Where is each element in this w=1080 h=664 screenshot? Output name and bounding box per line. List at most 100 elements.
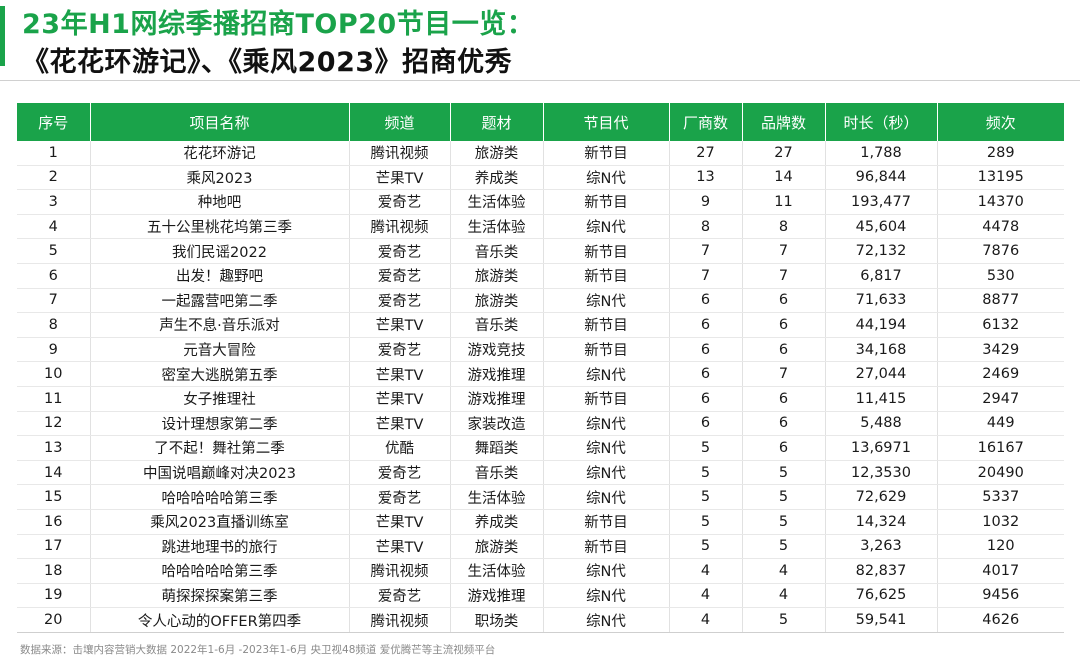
header-brand-count: 品牌数 (741, 103, 825, 141)
cell-channel: 芒果TV (348, 165, 450, 191)
cell-genre: 音乐类 (449, 312, 543, 338)
cell-brand-count: 6 (741, 288, 825, 314)
cell-duration: 44,194 (824, 312, 937, 338)
cell-genre: 舞蹈类 (449, 435, 543, 461)
cell-frequency: 530 (936, 263, 1064, 289)
cell-genre: 音乐类 (449, 460, 543, 486)
cell-genre: 生活体验 (449, 214, 543, 240)
table-row: 6 出发！趣野吧 爱奇艺 旅游类 新节目 7 7 6,817 530 (17, 263, 1064, 289)
cell-duration: 11,415 (824, 386, 937, 412)
cell-genre: 生活体验 (449, 189, 543, 215)
cell-brand-count: 5 (741, 534, 825, 560)
cell-advertiser-count: 5 (668, 484, 742, 510)
cell-rank: 13 (17, 435, 90, 461)
cell-duration: 71,633 (824, 288, 937, 314)
title-accent-bar (0, 6, 5, 66)
cell-frequency: 9456 (936, 583, 1064, 609)
cell-channel: 腾讯视频 (348, 214, 450, 240)
cell-generation: 新节目 (542, 312, 669, 338)
table-row: 8 声生不息·音乐派对 芒果TV 音乐类 新节目 6 6 44,194 6132 (17, 312, 1064, 338)
cell-frequency: 2947 (936, 386, 1064, 412)
cell-program-name: 五十公里桃花坞第三季 (89, 214, 349, 240)
table-row: 15 哈哈哈哈哈第三季 爱奇艺 生活体验 综N代 5 5 72,629 5337 (17, 484, 1064, 510)
table-row: 14 中国说唱巅峰对决2023 爱奇艺 音乐类 综N代 5 5 12,3530 20490 (17, 460, 1064, 486)
cell-genre: 养成类 (449, 509, 543, 535)
cell-channel: 芒果TV (348, 361, 450, 387)
cell-channel: 爱奇艺 (348, 263, 450, 289)
cell-rank: 7 (17, 288, 90, 314)
cell-genre: 游戏竞技 (449, 337, 543, 363)
cell-program-name: 萌探探探案第三季 (89, 583, 349, 609)
header-frequency: 频次 (936, 103, 1064, 141)
cell-brand-count: 7 (741, 263, 825, 289)
cell-program-name: 一起露营吧第二季 (89, 288, 349, 314)
title-divider (0, 80, 1080, 81)
cell-genre: 旅游类 (449, 534, 543, 560)
header-generation: 节目代 (542, 103, 669, 141)
cell-channel: 芒果TV (348, 509, 450, 535)
cell-advertiser-count: 5 (668, 534, 742, 560)
cell-brand-count: 6 (741, 411, 825, 437)
table-row: 19 萌探探探案第三季 爱奇艺 游戏推理 综N代 4 4 76,625 9456 (17, 583, 1064, 609)
cell-frequency: 13195 (936, 165, 1064, 191)
table-header-row: 序号 项目名称 频道 题材 节目代 厂商数 品牌数 时长（秒） 频次 (17, 103, 1064, 141)
table-row: 7 一起露营吧第二季 爱奇艺 旅游类 综N代 6 6 71,633 8877 (17, 288, 1064, 314)
cell-rank: 15 (17, 484, 90, 510)
cell-genre: 家装改造 (449, 411, 543, 437)
cell-duration: 3,263 (824, 534, 937, 560)
table-row: 20 令人心动的OFFER第四季 腾讯视频 职场类 综N代 4 5 59,541 4626 (17, 607, 1064, 633)
cell-program-name: 我们民谣2022 (89, 238, 349, 264)
table-row: 1 花花环游记 腾讯视频 旅游类 新节目 27 27 1,788 289 (17, 141, 1064, 166)
table-row: 3 种地吧 爱奇艺 生活体验 新节目 9 11 193,477 14370 (17, 189, 1064, 215)
cell-rank: 20 (17, 607, 90, 633)
cell-program-name: 乘风2023 (89, 165, 349, 191)
cell-generation: 新节目 (542, 337, 669, 363)
cell-advertiser-count: 4 (668, 558, 742, 584)
cell-advertiser-count: 9 (668, 189, 742, 215)
cell-generation: 新节目 (542, 386, 669, 412)
cell-duration: 34,168 (824, 337, 937, 363)
cell-brand-count: 5 (741, 509, 825, 535)
cell-rank: 14 (17, 460, 90, 486)
cell-generation: 综N代 (542, 558, 669, 584)
program-ranking-table: 序号 项目名称 频道 题材 节目代 厂商数 品牌数 时长（秒） 频次 1 花花环游… (17, 103, 1064, 633)
cell-channel: 爱奇艺 (348, 337, 450, 363)
cell-advertiser-count: 5 (668, 435, 742, 461)
cell-generation: 综N代 (542, 361, 669, 387)
cell-duration: 76,625 (824, 583, 937, 609)
cell-program-name: 中国说唱巅峰对决2023 (89, 460, 349, 486)
cell-rank: 11 (17, 386, 90, 412)
cell-channel: 腾讯视频 (348, 141, 450, 166)
cell-frequency: 289 (936, 141, 1064, 166)
cell-genre: 旅游类 (449, 263, 543, 289)
cell-rank: 17 (17, 534, 90, 560)
cell-program-name: 女子推理社 (89, 386, 349, 412)
cell-frequency: 20490 (936, 460, 1064, 486)
cell-brand-count: 11 (741, 189, 825, 215)
table-row: 10 密室大逃脱第五季 芒果TV 游戏推理 综N代 6 7 27,044 2469 (17, 361, 1064, 387)
cell-program-name: 令人心动的OFFER第四季 (89, 607, 349, 633)
cell-brand-count: 4 (741, 583, 825, 609)
cell-frequency: 4017 (936, 558, 1064, 584)
cell-genre: 音乐类 (449, 238, 543, 264)
header-rank: 序号 (17, 103, 90, 141)
cell-brand-count: 14 (741, 165, 825, 191)
cell-rank: 1 (17, 141, 90, 166)
header-duration: 时长（秒） (824, 103, 937, 141)
cell-duration: 82,837 (824, 558, 937, 584)
cell-advertiser-count: 6 (668, 312, 742, 338)
cell-program-name: 乘风2023直播训练室 (89, 509, 349, 535)
header-genre: 题材 (449, 103, 543, 141)
cell-channel: 爱奇艺 (348, 288, 450, 314)
cell-frequency: 6132 (936, 312, 1064, 338)
header-advertiser-count: 厂商数 (668, 103, 742, 141)
cell-program-name: 花花环游记 (89, 141, 349, 166)
cell-frequency: 7876 (936, 238, 1064, 264)
cell-program-name: 声生不息·音乐派对 (89, 312, 349, 338)
cell-generation: 新节目 (542, 141, 669, 166)
cell-generation: 综N代 (542, 288, 669, 314)
cell-duration: 6,817 (824, 263, 937, 289)
cell-channel: 芒果TV (348, 386, 450, 412)
table-row: 17 跳进地理书的旅行 芒果TV 旅游类 新节目 5 5 3,263 120 (17, 534, 1064, 560)
cell-generation: 综N代 (542, 165, 669, 191)
